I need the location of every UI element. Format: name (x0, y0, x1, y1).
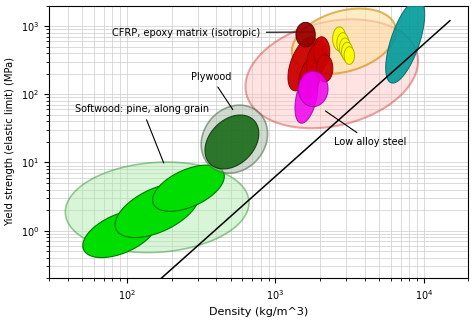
Polygon shape (201, 105, 267, 173)
X-axis label: Density (kg/m^3): Density (kg/m^3) (209, 307, 309, 318)
Polygon shape (292, 8, 396, 74)
Polygon shape (296, 22, 315, 47)
Polygon shape (83, 210, 157, 257)
Polygon shape (342, 42, 353, 61)
Y-axis label: Yield strength (elastic limit) (MPa): Yield strength (elastic limit) (MPa) (6, 57, 16, 226)
Text: Plywood: Plywood (191, 72, 233, 110)
Polygon shape (295, 72, 318, 123)
Polygon shape (205, 115, 259, 169)
Polygon shape (65, 162, 249, 253)
Text: Low alloy steel: Low alloy steel (326, 111, 407, 147)
Polygon shape (339, 38, 351, 58)
Text: Softwood: pine, along grain: Softwood: pine, along grain (75, 104, 210, 163)
Polygon shape (337, 33, 349, 54)
Polygon shape (153, 165, 224, 211)
Polygon shape (298, 71, 328, 107)
Polygon shape (115, 183, 199, 238)
Polygon shape (288, 37, 319, 91)
Polygon shape (298, 57, 321, 100)
Polygon shape (386, 0, 425, 83)
Polygon shape (313, 37, 330, 67)
Polygon shape (306, 41, 327, 79)
Polygon shape (317, 55, 333, 82)
Polygon shape (333, 27, 346, 51)
Polygon shape (344, 47, 355, 64)
Text: CFRP, epoxy matrix (isotropic): CFRP, epoxy matrix (isotropic) (112, 28, 314, 38)
Polygon shape (246, 19, 418, 128)
